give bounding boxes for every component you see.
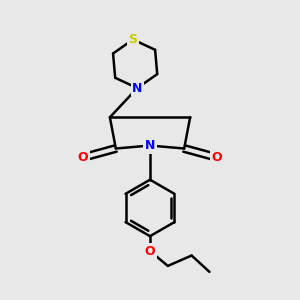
Text: O: O — [212, 151, 222, 164]
Text: O: O — [145, 244, 155, 258]
Text: N: N — [132, 82, 142, 94]
Text: O: O — [78, 151, 88, 164]
Text: S: S — [128, 33, 137, 46]
Text: N: N — [145, 139, 155, 152]
